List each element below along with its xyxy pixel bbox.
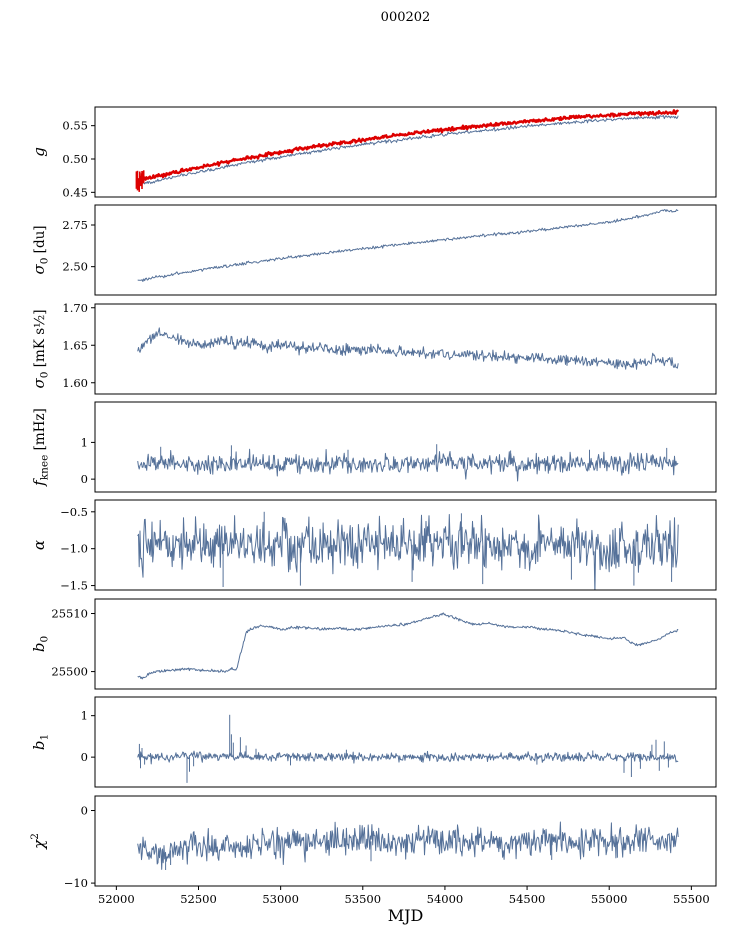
y-tick-label: 2.50 (62, 260, 88, 274)
series-b1 (137, 750, 679, 765)
x-tick-label: 53000 (262, 892, 299, 906)
y-tick-label: 1 (81, 435, 88, 449)
y-axis-label: α (30, 540, 48, 550)
y-tick-label: 25510 (51, 607, 88, 621)
y-tick-label: −1.5 (60, 579, 88, 593)
y-axis-label: σ0​ [mK s½] (30, 310, 51, 389)
series-fknee (137, 448, 679, 482)
panel-frame (94, 499, 717, 591)
y-axis-label: g (30, 147, 48, 157)
x-tick-label: 54000 (427, 892, 464, 906)
y-tick-label: 0.50 (62, 152, 88, 166)
y-tick-label: 1.65 (62, 338, 88, 352)
series-sigma0-du (137, 209, 679, 282)
y-tick-label: 0.45 (62, 185, 88, 199)
y-tick-label: 1.60 (62, 376, 88, 390)
y-tick-label: 0 (81, 804, 88, 818)
panel-frame (94, 204, 717, 296)
y-tick-label: 1.70 (62, 301, 88, 315)
figure-title: 000202 (380, 10, 431, 25)
series-gain-reference (137, 109, 680, 183)
panel-frame (94, 303, 717, 395)
y-tick-label: 1 (81, 709, 88, 723)
series-b0 (137, 612, 679, 680)
y-tick-label: 2.75 (62, 218, 88, 232)
y-axis-label: σ0​ [du] (30, 225, 51, 274)
y-axis-label: b0​ (30, 636, 51, 652)
x-tick-label: 53500 (344, 892, 381, 906)
x-tick-label: 52500 (180, 892, 217, 906)
series-chi2 (137, 821, 679, 870)
panel-frame (94, 106, 717, 198)
x-tick-label: 55000 (591, 892, 628, 906)
y-tick-label: −0.5 (60, 505, 88, 519)
y-axis-label: b1​ (30, 734, 51, 750)
y-tick-label: 25500 (51, 665, 88, 679)
y-tick-label: −1.0 (60, 542, 88, 556)
y-axis-label: χ2​ (29, 833, 48, 850)
x-tick-label: 52000 (98, 892, 135, 906)
x-tick-label: 54500 (509, 892, 546, 906)
y-axis-label: fknee​ [mHz] (30, 408, 51, 487)
x-axis-label: MJD (387, 906, 424, 925)
y-tick-label: 0.55 (62, 119, 88, 133)
series-sigma0-mk (137, 327, 679, 370)
y-tick-label: 0 (81, 750, 88, 764)
panel-frame (94, 401, 717, 493)
panel-frame (94, 598, 717, 690)
series-gain-fit (137, 115, 679, 187)
series-alpha (137, 514, 679, 590)
y-tick-label: 0 (81, 472, 88, 486)
panel-frame (94, 795, 717, 887)
y-tick-label: −10 (64, 876, 88, 890)
panel-frame (94, 696, 717, 788)
x-tick-label: 55500 (673, 892, 710, 906)
